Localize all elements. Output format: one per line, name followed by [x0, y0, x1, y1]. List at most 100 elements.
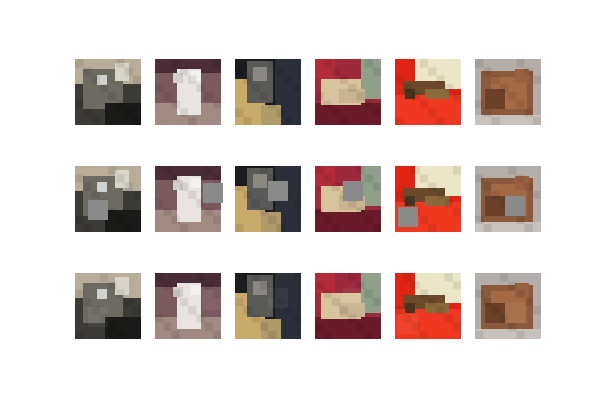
pixel-shade: [116, 289, 125, 298]
pixel-shade: [323, 289, 332, 298]
pixel-shade: [364, 174, 373, 183]
pixel-shade: [75, 174, 84, 183]
pixel-shade: [395, 116, 404, 125]
image-region: [105, 317, 141, 339]
pixel-shade: [75, 59, 84, 68]
thumbnail: [395, 166, 461, 232]
pixel-shade: [259, 166, 268, 175]
pixel-shade: [179, 223, 188, 232]
inpainted-patch: [268, 288, 288, 308]
image-region: [475, 222, 541, 232]
image-region: [425, 196, 449, 206]
pixel-shade: [196, 199, 205, 208]
pixel-shade: [419, 289, 428, 298]
pixel-shade: [163, 322, 172, 331]
pixel-shade: [315, 281, 324, 290]
pixel-shade: [403, 199, 412, 208]
pixel-shade: [436, 116, 445, 125]
thumbnail: [315, 273, 381, 339]
pixel-shade: [428, 108, 437, 117]
pixel-shade: [508, 166, 517, 175]
pixel-shade: [243, 75, 252, 84]
pixel-shade: [276, 223, 285, 232]
image-region: [115, 277, 129, 295]
pixel-shade: [331, 182, 340, 191]
pixel-shade: [428, 223, 437, 232]
pixel-shade: [276, 67, 285, 76]
image-region: [361, 166, 381, 206]
pixel-shade: [372, 108, 381, 117]
image-region: [261, 212, 281, 232]
pixel-shade: [188, 190, 197, 199]
thumbnail: [395, 273, 461, 339]
pixel-shade: [243, 190, 252, 199]
image-region: [97, 289, 107, 299]
pixel-shade: [83, 67, 92, 76]
pixel-shade: [212, 330, 221, 339]
pixel-shade: [212, 174, 221, 183]
pixel-shade: [268, 330, 277, 339]
pixel-shade: [83, 182, 92, 191]
pixel-shade: [235, 182, 244, 191]
pixel-shade: [475, 289, 484, 298]
pixel-shade: [268, 100, 277, 109]
pixel-shade: [356, 207, 365, 216]
pixel-shade: [364, 289, 373, 298]
inpainted-patch: [88, 307, 108, 327]
pixel-shade: [323, 59, 332, 68]
pixel-shade: [475, 215, 484, 224]
pixel-shade: [124, 297, 133, 306]
pixel-shade: [171, 174, 180, 183]
pixel-shade: [155, 83, 164, 92]
pixel-shade: [364, 59, 373, 68]
pixel-shade: [419, 59, 428, 68]
pixel-shade: [235, 297, 244, 306]
pixel-shade: [516, 100, 525, 109]
pixel-shade: [124, 182, 133, 191]
pixel-shade: [179, 297, 188, 306]
pixel-shade: [483, 67, 492, 76]
pixel-shade: [339, 116, 348, 125]
pixel-shade: [516, 59, 525, 68]
pixel-shade: [524, 297, 533, 306]
pixel-shade: [372, 67, 381, 76]
image-region: [315, 59, 335, 79]
image-region: [361, 59, 381, 99]
pixel-shade: [524, 108, 533, 117]
pixel-shade: [292, 199, 301, 208]
pixel-shade: [444, 83, 453, 92]
pixel-shade: [204, 92, 213, 101]
image-region: [191, 178, 201, 188]
thumbnail: [235, 166, 301, 232]
pixel-shade: [91, 116, 100, 125]
pixel-shade: [259, 322, 268, 331]
image-region: [155, 166, 221, 180]
pixel-shade: [83, 223, 92, 232]
pixel-shade: [204, 322, 213, 331]
image-region: [515, 283, 529, 297]
pixel-shade: [75, 289, 84, 298]
pixel-shade: [331, 67, 340, 76]
mask-patch: [88, 200, 108, 220]
pixel-shade: [419, 100, 428, 109]
pixel-shade: [516, 174, 525, 183]
pixel-shade: [108, 322, 117, 331]
pixel-shade: [108, 166, 117, 175]
pixel-shade: [259, 281, 268, 290]
image-region: [485, 303, 505, 323]
pixel-shade: [292, 314, 301, 323]
pixel-shade: [196, 314, 205, 323]
pixel-shade: [428, 297, 437, 306]
image-region: [395, 95, 461, 125]
image-region: [315, 103, 381, 125]
pixel-shade: [124, 67, 133, 76]
image-region: [395, 309, 461, 339]
thumbnail: [155, 59, 221, 125]
pixel-shade: [532, 75, 541, 84]
image-region: [485, 89, 505, 109]
image-region: [155, 273, 221, 287]
pixel-shade: [99, 314, 108, 323]
pixel-shade: [323, 100, 332, 109]
pixel-shade: [132, 190, 141, 199]
